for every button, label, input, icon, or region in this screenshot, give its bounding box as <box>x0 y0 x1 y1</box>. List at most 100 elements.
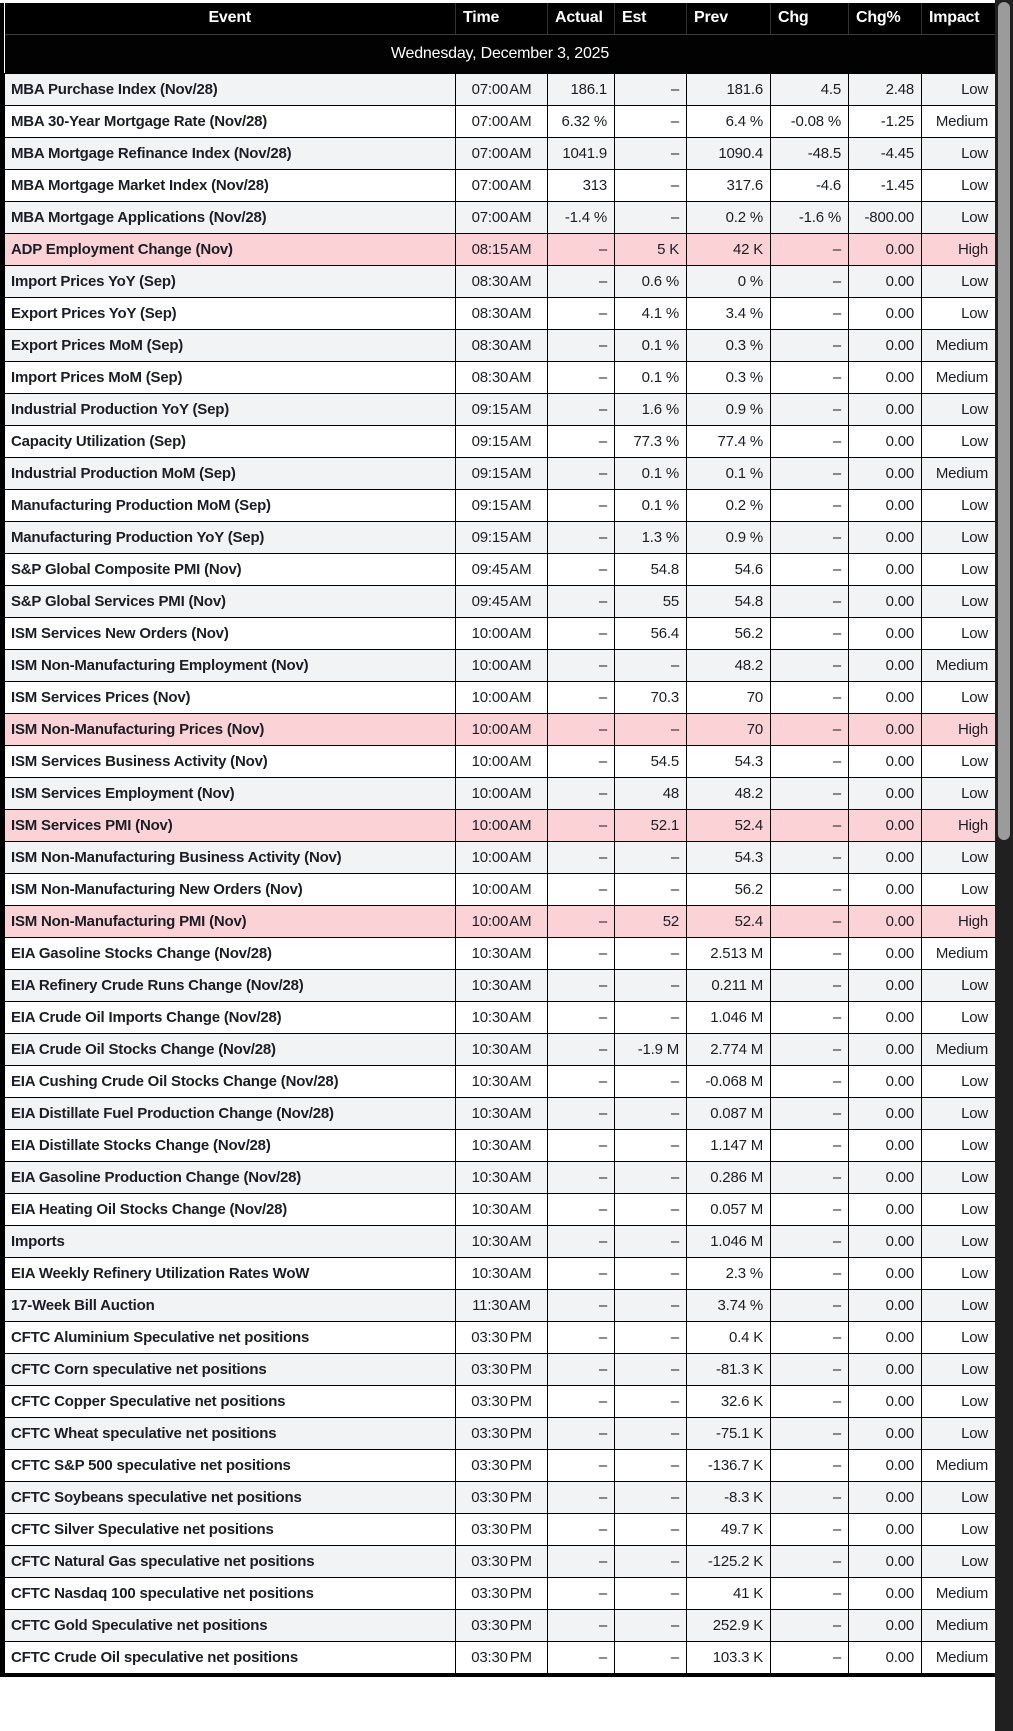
change-cell: – <box>770 1416 849 1450</box>
event-name-cell: ADP Employment Change (Nov) <box>4 232 456 266</box>
event-name-cell: EIA Gasoline Production Change (Nov/28) <box>4 1160 456 1194</box>
event-row[interactable]: CFTC Aluminium Speculative net positions… <box>4 1320 996 1354</box>
column-header-prev[interactable]: Prev <box>686 3 771 35</box>
event-row[interactable]: Industrial Production MoM (Sep) 09:15 AM… <box>4 456 996 490</box>
change-pct-cell: 0.00 <box>848 680 922 714</box>
scrollbar-thumb[interactable] <box>998 2 1010 840</box>
event-row[interactable]: CFTC Copper Speculative net positions 03… <box>4 1384 996 1418</box>
event-row[interactable]: EIA Crude Oil Stocks Change (Nov/28) 10:… <box>4 1032 996 1066</box>
event-row[interactable]: MBA Mortgage Applications (Nov/28) 07:00… <box>4 200 996 234</box>
event-row[interactable]: Imports 10:30 AM – – 1.046 M – 0.00 Low <box>4 1224 996 1258</box>
estimate-cell: – <box>614 1576 687 1610</box>
impact-cell: Low <box>921 584 996 618</box>
column-header-chg[interactable]: Chg <box>770 3 849 35</box>
change-pct-cell: 0.00 <box>848 808 922 842</box>
event-row[interactable]: EIA Weekly Refinery Utilization Rates Wo… <box>4 1256 996 1290</box>
event-row[interactable]: EIA Crude Oil Imports Change (Nov/28) 10… <box>4 1000 996 1034</box>
event-row[interactable]: MBA Mortgage Refinance Index (Nov/28) 07… <box>4 136 996 170</box>
column-header-event[interactable]: Event <box>4 3 456 35</box>
column-header-chgpct[interactable]: Chg% <box>848 3 922 35</box>
event-row[interactable]: EIA Refinery Crude Runs Change (Nov/28) … <box>4 968 996 1002</box>
column-header-time[interactable]: Time <box>455 3 548 35</box>
impact-cell: Medium <box>921 936 996 970</box>
event-row[interactable]: CFTC Natural Gas speculative net positio… <box>4 1544 996 1578</box>
event-row[interactable]: ISM Services Employment (Nov) 10:00 AM –… <box>4 776 996 810</box>
impact-cell: Low <box>921 1160 996 1194</box>
column-header-actual[interactable]: Actual <box>547 3 615 35</box>
event-row[interactable]: ISM Non-Manufacturing New Orders (Nov) 1… <box>4 872 996 906</box>
event-row[interactable]: CFTC Nasdaq 100 speculative net position… <box>4 1576 996 1610</box>
change-pct-cell: 0.00 <box>848 424 922 458</box>
change-cell: – <box>770 424 849 458</box>
event-row[interactable]: CFTC Gold Speculative net positions 03:3… <box>4 1608 996 1642</box>
previous-cell: 0.9 % <box>686 392 771 426</box>
actual-cell: – <box>547 1352 615 1386</box>
event-row[interactable]: ISM Services New Orders (Nov) 10:00 AM –… <box>4 616 996 650</box>
event-row[interactable]: ISM Services Prices (Nov) 10:00 AM – 70.… <box>4 680 996 714</box>
event-row[interactable]: Export Prices YoY (Sep) 08:30 AM – 4.1 %… <box>4 296 996 330</box>
event-row[interactable]: CFTC Wheat speculative net positions 03:… <box>4 1416 996 1450</box>
event-row[interactable]: ADP Employment Change (Nov) 08:15 AM – 5… <box>4 232 996 266</box>
impact-cell: High <box>921 904 996 938</box>
estimate-cell: – <box>614 1320 687 1354</box>
event-row[interactable]: CFTC S&P 500 speculative net positions 0… <box>4 1448 996 1482</box>
event-row[interactable]: S&P Global Composite PMI (Nov) 09:45 AM … <box>4 552 996 586</box>
event-row[interactable]: ISM Non-Manufacturing Business Activity … <box>4 840 996 874</box>
event-row[interactable]: EIA Distillate Stocks Change (Nov/28) 10… <box>4 1128 996 1162</box>
estimate-cell: – <box>614 1288 687 1322</box>
actual-cell: 186.1 <box>547 72 615 106</box>
column-header-impact[interactable]: Impact <box>921 3 996 35</box>
event-row[interactable]: S&P Global Services PMI (Nov) 09:45 AM –… <box>4 584 996 618</box>
event-row[interactable]: ISM Services PMI (Nov) 10:00 AM – 52.1 5… <box>4 808 996 842</box>
event-row[interactable]: ISM Non-Manufacturing Employment (Nov) 1… <box>4 648 996 682</box>
previous-cell: 48.2 <box>686 648 771 682</box>
change-cell: – <box>770 1160 849 1194</box>
time-cell: 09:15 AM <box>455 520 548 554</box>
event-row[interactable]: Import Prices MoM (Sep) 08:30 AM – 0.1 %… <box>4 360 996 394</box>
event-row[interactable]: Manufacturing Production YoY (Sep) 09:15… <box>4 520 996 554</box>
vertical-scrollbar[interactable] <box>995 0 1013 1731</box>
event-row[interactable]: Manufacturing Production MoM (Sep) 09:15… <box>4 488 996 522</box>
event-row[interactable]: EIA Gasoline Production Change (Nov/28) … <box>4 1160 996 1194</box>
previous-cell: 1.046 M <box>686 1224 771 1258</box>
time-cell: 10:30 AM <box>455 1032 548 1066</box>
event-row[interactable]: ISM Non-Manufacturing PMI (Nov) 10:00 AM… <box>4 904 996 938</box>
impact-cell: Low <box>921 1224 996 1258</box>
time-cell: 03:30 PM <box>455 1416 548 1450</box>
event-row[interactable]: Capacity Utilization (Sep) 09:15 AM – 77… <box>4 424 996 458</box>
event-row[interactable]: CFTC Crude Oil speculative net positions… <box>4 1640 996 1674</box>
time-cell: 10:00 AM <box>455 872 548 906</box>
event-row[interactable]: EIA Distillate Fuel Production Change (N… <box>4 1096 996 1130</box>
event-name-cell: CFTC S&P 500 speculative net positions <box>4 1448 456 1482</box>
estimate-cell: – <box>614 936 687 970</box>
event-row[interactable]: ISM Non-Manufacturing Prices (Nov) 10:00… <box>4 712 996 746</box>
event-row[interactable]: 17-Week Bill Auction 11:30 AM – – 3.74 %… <box>4 1288 996 1322</box>
event-row[interactable]: Import Prices YoY (Sep) 08:30 AM – 0.6 %… <box>4 264 996 298</box>
event-name-cell: EIA Weekly Refinery Utilization Rates Wo… <box>4 1256 456 1290</box>
event-row[interactable]: Industrial Production YoY (Sep) 09:15 AM… <box>4 392 996 426</box>
previous-cell: 1090.4 <box>686 136 771 170</box>
estimate-cell: – <box>614 648 687 682</box>
estimate-cell: – <box>614 1096 687 1130</box>
change-cell: – <box>770 360 849 394</box>
event-row[interactable]: MBA Mortgage Market Index (Nov/28) 07:00… <box>4 168 996 202</box>
previous-cell: 103.3 K <box>686 1640 771 1674</box>
event-row[interactable]: Export Prices MoM (Sep) 08:30 AM – 0.1 %… <box>4 328 996 362</box>
event-row[interactable]: MBA 30-Year Mortgage Rate (Nov/28) 07:00… <box>4 104 996 138</box>
time-cell: 10:00 AM <box>455 712 548 746</box>
impact-cell: Medium <box>921 648 996 682</box>
time-cell: 10:00 AM <box>455 744 548 778</box>
event-row[interactable]: EIA Heating Oil Stocks Change (Nov/28) 1… <box>4 1192 996 1226</box>
event-row[interactable]: CFTC Silver Speculative net positions 03… <box>4 1512 996 1546</box>
event-row[interactable]: EIA Gasoline Stocks Change (Nov/28) 10:3… <box>4 936 996 970</box>
event-name-cell: Manufacturing Production YoY (Sep) <box>4 520 456 554</box>
impact-cell: Low <box>921 168 996 202</box>
event-row[interactable]: ISM Services Business Activity (Nov) 10:… <box>4 744 996 778</box>
event-row[interactable]: EIA Cushing Crude Oil Stocks Change (Nov… <box>4 1064 996 1098</box>
event-row[interactable]: MBA Purchase Index (Nov/28) 07:00 AM 186… <box>4 72 996 106</box>
change-pct-cell: 0.00 <box>848 1544 922 1578</box>
event-row[interactable]: CFTC Corn speculative net positions 03:3… <box>4 1352 996 1386</box>
column-header-est[interactable]: Est <box>614 3 687 35</box>
event-row[interactable]: CFTC Soybeans speculative net positions … <box>4 1480 996 1514</box>
change-pct-cell: 0.00 <box>848 1384 922 1418</box>
